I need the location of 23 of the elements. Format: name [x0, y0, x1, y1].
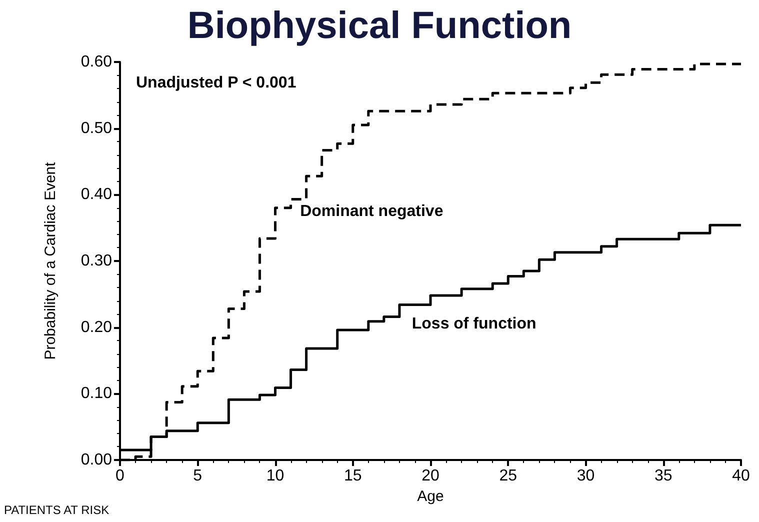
x-tick-label: 40 — [732, 468, 750, 484]
x-tick-label: 35 — [654, 468, 672, 484]
y-axis-title: Probability of a Cardiac Event — [42, 161, 59, 360]
x-tick-label: 15 — [344, 468, 362, 484]
y-tick-label: 0.60 — [80, 54, 112, 70]
x-tick-label: 10 — [266, 468, 284, 484]
x-tick-label: 0 — [116, 468, 125, 484]
y-tick-label: 0.50 — [80, 120, 112, 137]
x-tick-label: 30 — [576, 468, 595, 484]
x-tick-label: 20 — [422, 468, 440, 484]
series-label: Dominant negative — [300, 202, 444, 220]
x-tick-label: 5 — [193, 468, 202, 484]
text: PATIENTS AT RISK — [4, 503, 110, 517]
chart-title: Biophysical Function — [187, 5, 572, 47]
x-axis-title: Age — [417, 488, 444, 505]
y-tick-label: 0.40 — [80, 186, 112, 204]
y-tick-label: 0.00 — [80, 452, 112, 468]
series-label: Loss of function — [412, 316, 536, 333]
y-tick-label: 0.20 — [80, 318, 112, 336]
y-tick-label: 0.30 — [80, 252, 112, 270]
y-tick-label: 0.10 — [80, 385, 112, 402]
annotation: Unadjusted P < 0.001 — [136, 74, 296, 92]
x-tick-label: 25 — [499, 468, 518, 484]
